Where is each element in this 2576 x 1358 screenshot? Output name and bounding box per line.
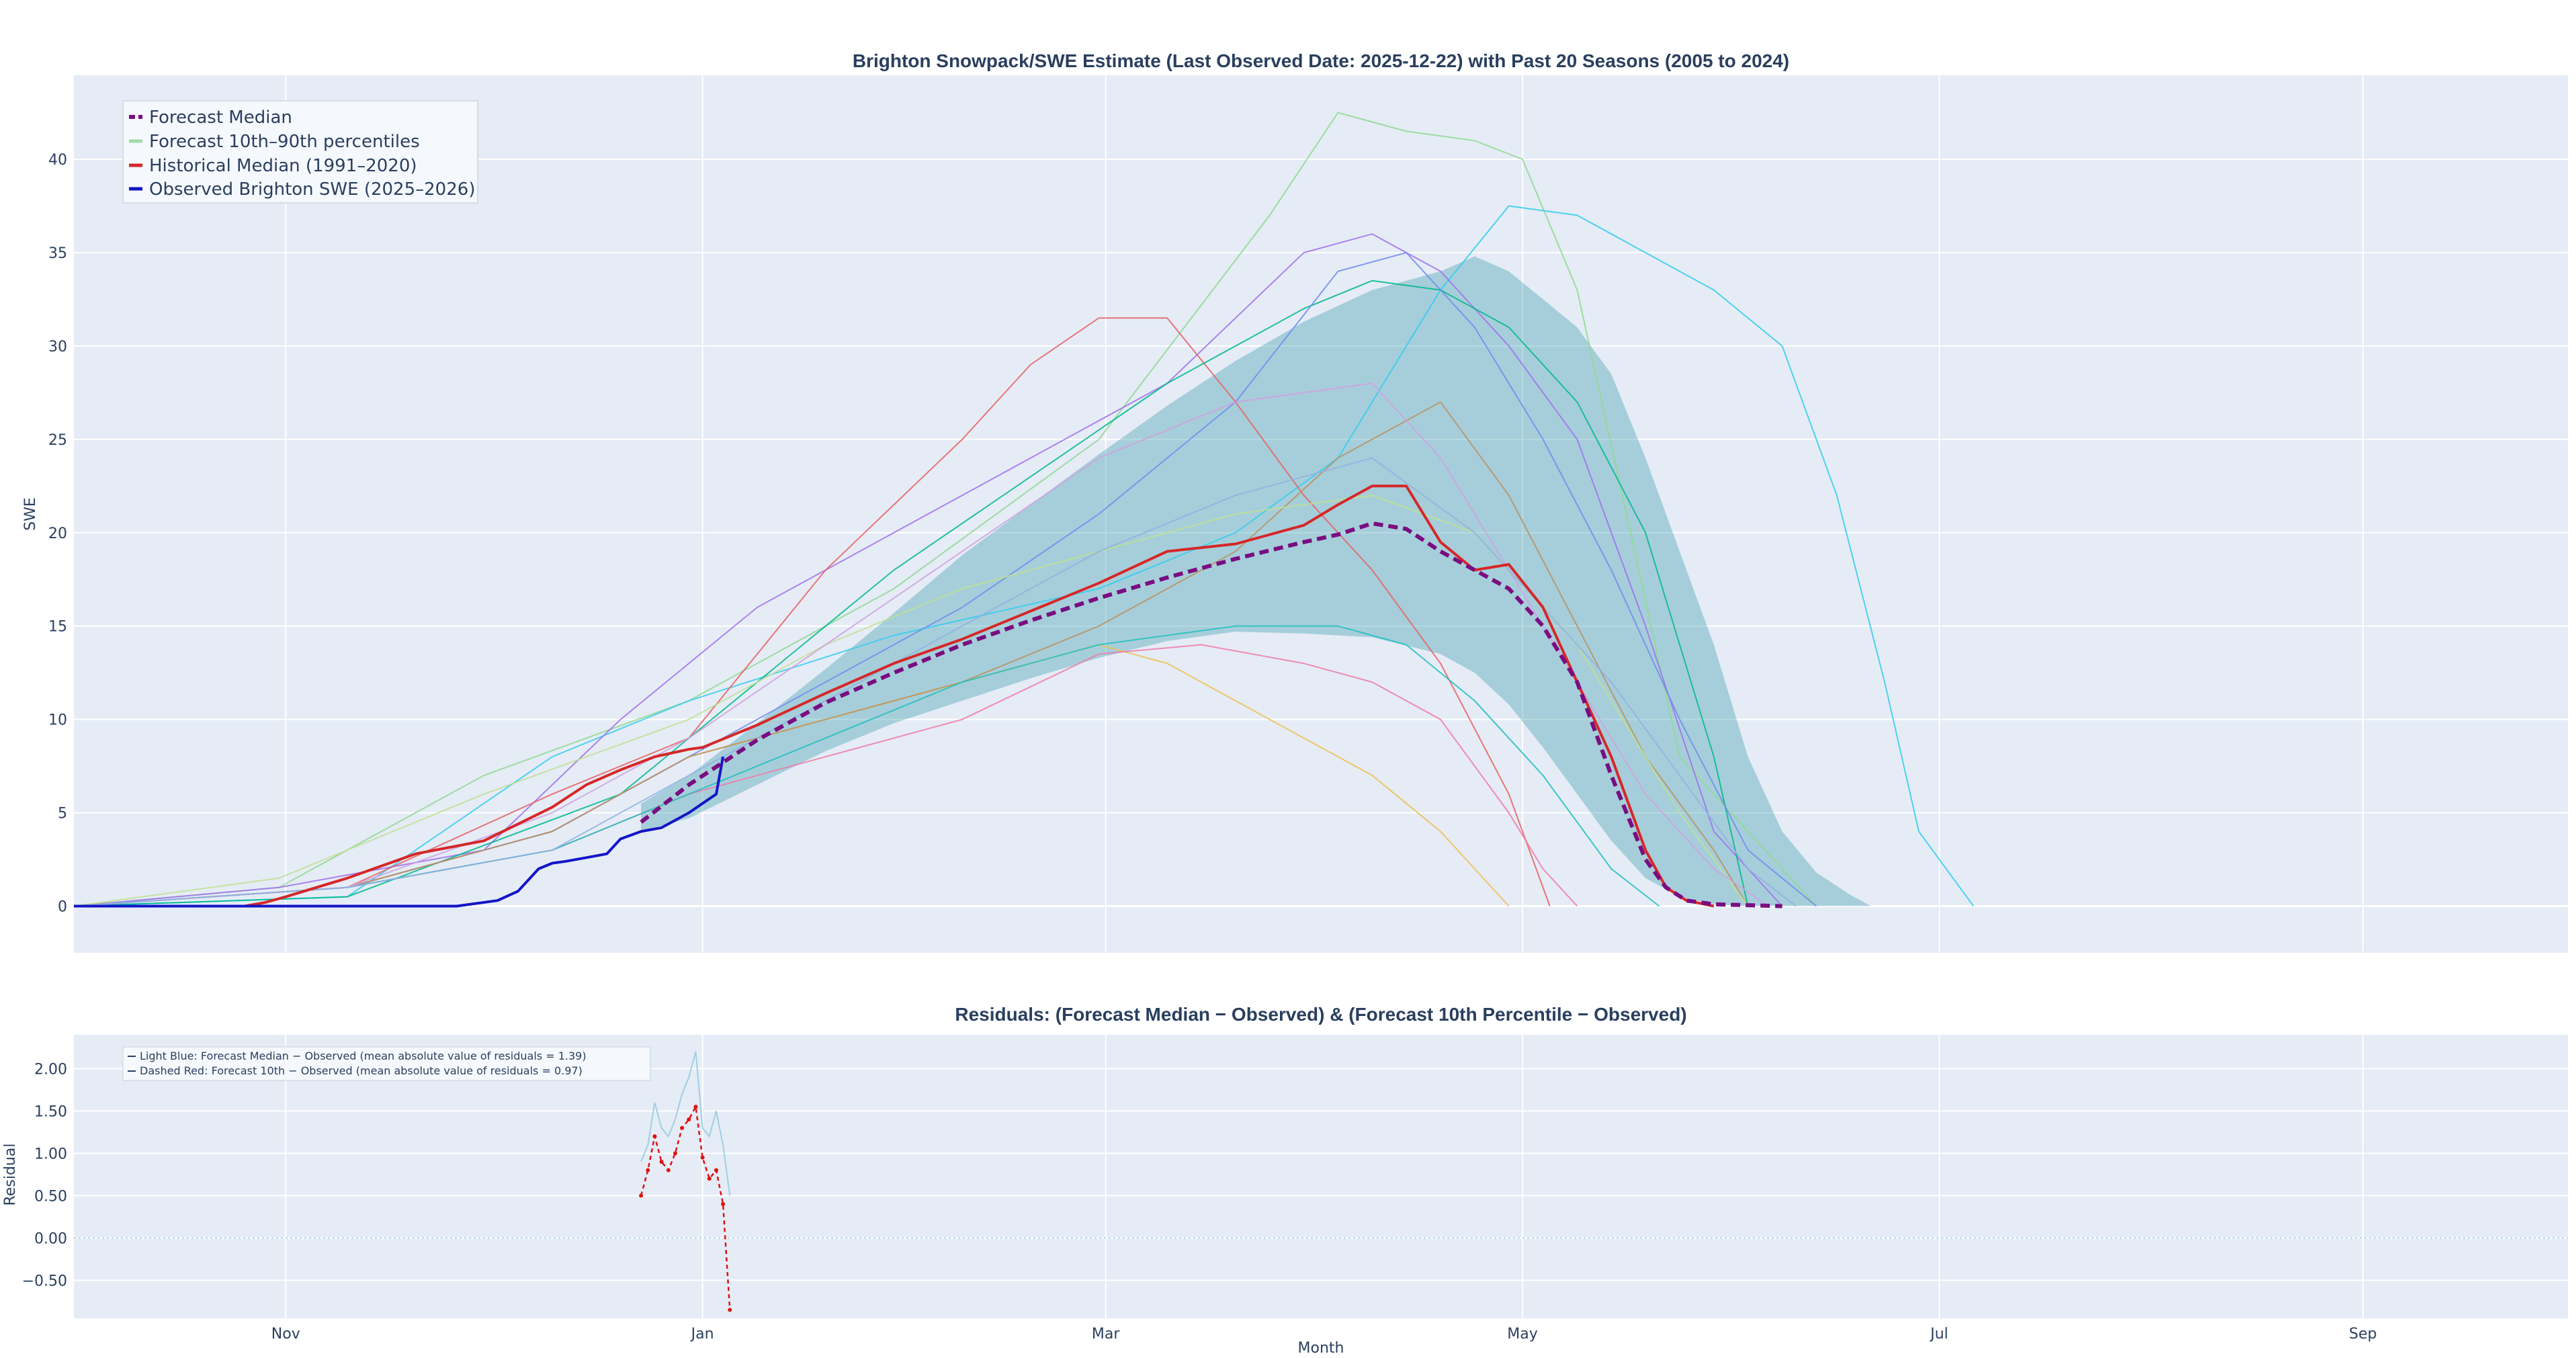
swe-y-axis-label: SWE [22, 497, 39, 531]
residual-10th-point [680, 1126, 685, 1130]
residual-10th-point [659, 1159, 664, 1164]
residual-y-tick-label: 1.00 [34, 1146, 67, 1162]
legend-observed[interactable]: Observed Brighton SWE (2025–2026) [149, 179, 475, 200]
residual-y-ticks: 2.00 1.50 1.00 0.50 0.00 −0.50 [22, 1061, 67, 1289]
historical-season-line [73, 233, 1783, 907]
forecast-median-line [640, 521, 1783, 908]
month-tick-label: Mar [1092, 1326, 1120, 1343]
residual-10th-point [721, 1201, 726, 1206]
swe-y-tick-label: 40 [48, 152, 67, 169]
swe-y-tick-label: 5 [58, 806, 67, 822]
historical-season-line [73, 457, 1797, 907]
historical-season-line [73, 401, 1749, 907]
swe-chart-title: Brighton Snowpack/SWE Estimate (Last Obs… [853, 50, 1789, 71]
x-axis-label: Month [1298, 1340, 1344, 1357]
main-series [74, 484, 1783, 908]
residual-10th-point [673, 1151, 677, 1156]
historical-seasons [73, 112, 1975, 907]
residual-10th-point [639, 1193, 644, 1198]
residual-10th-point [714, 1168, 718, 1173]
swe-y-tick-label: 15 [48, 619, 67, 636]
residual-10th-point [666, 1168, 671, 1173]
historical-season-line [73, 112, 1817, 907]
residual-y-axis-label: Residual [2, 1144, 19, 1206]
residual-median-line [640, 1051, 731, 1196]
historical-median-line [74, 484, 1715, 908]
historical-season-line [73, 382, 1769, 907]
residual-legend[interactable]: Light Blue: Forecast Median − Observed (… [122, 1046, 651, 1081]
residual-10th-point [652, 1134, 657, 1139]
residual-10th-point [646, 1168, 650, 1173]
residual-legend-10th[interactable]: Dashed Red: Forecast 10th − Observed (me… [140, 1064, 583, 1077]
historical-season-line [73, 317, 1551, 907]
residual-y-tick-label: 0.00 [34, 1230, 67, 1247]
residual-10th-point [700, 1155, 705, 1160]
residual-legend-box [122, 1046, 651, 1081]
residual-gridlines [74, 1035, 2568, 1318]
swe-chart: Brighton Snowpack/SWE Estimate (Last Obs… [22, 50, 2568, 953]
month-tick-label: Jan [690, 1326, 714, 1343]
residual-y-tick-label: −0.50 [22, 1273, 67, 1289]
residual-10th-point [687, 1117, 691, 1121]
forecast-band-area [641, 256, 1871, 906]
swe-y-tick-label: 10 [48, 712, 67, 729]
swe-y-tick-label: 20 [48, 525, 67, 542]
legend-forecast-median[interactable]: Forecast Median [149, 108, 292, 128]
residual-y-tick-label: 2.00 [34, 1061, 67, 1078]
swe-y-ticks: 0 5 10 15 20 25 30 35 40 [48, 152, 67, 915]
swe-legend[interactable]: Forecast Median Forecast 10th–90th perce… [122, 100, 478, 204]
legend-forecast-band[interactable]: Forecast 10th–90th percentiles [149, 132, 420, 152]
month-tick-label: Sep [2349, 1326, 2376, 1343]
legend-historical-median[interactable]: Historical Median (1991–2020) [149, 156, 417, 176]
residual-chart: Residuals: (Forecast Median − Observed) … [2, 1004, 2568, 1357]
month-tick-label: Nov [271, 1326, 300, 1343]
residual-10th-point [693, 1105, 698, 1109]
swe-y-tick-label: 25 [48, 432, 67, 449]
residual-10th-point [707, 1177, 712, 1181]
historical-season-line [73, 625, 1660, 907]
observed-swe-line [74, 756, 725, 908]
residual-10th-point [728, 1308, 732, 1312]
historical-season-line [73, 280, 1749, 907]
residual-series [639, 1051, 732, 1312]
swe-y-tick-label: 35 [48, 245, 67, 262]
swe-y-tick-label: 0 [58, 899, 67, 916]
forecast-percentile-band [641, 256, 1871, 906]
swe-legend-box [122, 100, 478, 204]
month-tick-label: May [1507, 1326, 1537, 1343]
residual-10th-line [640, 1104, 731, 1310]
month-tick-label: Jul [1929, 1326, 1948, 1343]
swe-y-tick-label: 30 [48, 339, 67, 355]
residual-legend-median[interactable]: Light Blue: Forecast Median − Observed (… [140, 1050, 587, 1062]
residual-plot-background [74, 1035, 2568, 1318]
month-x-ticks: Nov Jan Mar May Jul Sep [271, 1326, 2377, 1343]
residual-y-tick-label: 0.50 [34, 1188, 67, 1205]
residual-chart-title: Residuals: (Forecast Median − Observed) … [955, 1004, 1686, 1025]
residual-y-tick-label: 1.50 [34, 1103, 67, 1120]
